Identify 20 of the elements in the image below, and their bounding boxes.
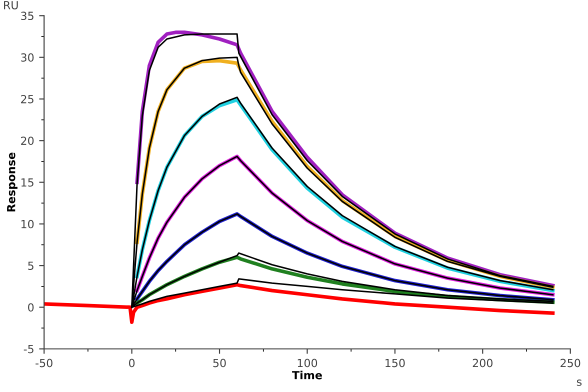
x-tick-label: 200 — [472, 358, 493, 368]
x-tick-label: 0 — [129, 358, 135, 368]
y-tick-label: 25 — [21, 94, 34, 104]
x-tick-label: 50 — [213, 358, 226, 368]
x-tick-label: 100 — [298, 358, 318, 368]
y-tick-label: -5 — [24, 345, 34, 354]
y-tick-label: 15 — [21, 178, 34, 187]
y-axis-title: Response — [7, 152, 18, 212]
x-axis-title: Time — [292, 370, 322, 380]
y-tick-label: 30 — [21, 53, 34, 62]
x-tick-label: 250 — [560, 358, 580, 368]
x-tick-label: -50 — [36, 358, 52, 368]
y-tick-label: 10 — [21, 220, 34, 228]
text: RU — [4, 1, 18, 10]
y-tick-label: 0 — [28, 303, 34, 312]
y-tick-label: 5 — [28, 262, 34, 270]
y-tick-label: 20 — [21, 136, 34, 146]
x-tick-label: 150 — [386, 358, 405, 368]
y-tick-label: 35 — [21, 12, 34, 20]
text: s — [576, 380, 582, 386]
